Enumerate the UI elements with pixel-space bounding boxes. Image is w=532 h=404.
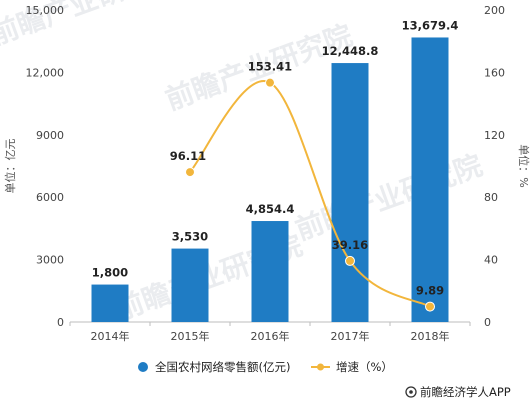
y-left-tick-label: 15,000 [26, 4, 65, 17]
legend-marker-sales [138, 362, 148, 372]
bar [331, 63, 369, 322]
source-credit: 前瞻经济学人APP [405, 385, 511, 399]
growth-point [425, 301, 435, 312]
bar-value-label: 1,800 [92, 266, 128, 280]
bar-value-label: 4,854.4 [246, 202, 295, 216]
data-labels: 1,800 3,530 4,854.4 12,448.8 13,679.4 96.11 15… [92, 18, 459, 297]
x-tick-label: 2015年 [171, 329, 210, 343]
y-right-tick-label: 200 [484, 4, 505, 17]
bar-value-label: 3,530 [172, 230, 208, 244]
y-left-tick-label: 6000 [36, 191, 64, 204]
bars [91, 37, 449, 323]
y-right-tick-label: 0 [484, 316, 491, 329]
y-left-tick-label: 0 [57, 316, 64, 329]
growth-point [265, 77, 275, 88]
growth-value-label: 39.16 [332, 238, 368, 252]
source-text: 前瞻经济学人APP [420, 385, 511, 399]
growth-line [185, 77, 435, 312]
growth-value-label: 153.41 [248, 60, 292, 74]
x-tick-label: 2014年 [91, 329, 130, 343]
growth-point [185, 167, 195, 178]
y-left-tick-label: 9000 [36, 129, 64, 142]
x-tick-label: 2016年 [251, 329, 290, 343]
watermark-text: 前瞻产业研究院 [291, 149, 486, 247]
growth-value-label: 96.11 [170, 149, 206, 163]
legend-marker-growth [317, 363, 324, 371]
x-tick-label: 2017年 [331, 329, 370, 343]
y-right-tick-label: 40 [484, 254, 498, 267]
legend-label-growth: 增速（%） [336, 360, 393, 374]
growth-value-label: 9.89 [416, 284, 444, 298]
bar [91, 284, 129, 322]
x-tick-label: 2018年 [411, 329, 450, 343]
bar-value-label: 13,679.4 [402, 18, 459, 32]
legend: 全国农村网络零售额(亿元) 增速（%） [138, 360, 393, 374]
y-right-tick-label: 160 [484, 66, 505, 79]
y-left-tick-label: 3000 [36, 254, 64, 267]
source-logo-icon-dot [409, 390, 413, 394]
growth-line-path [189, 80, 431, 308]
y-right-tick-label: 80 [484, 191, 498, 204]
bar-value-label: 12,448.8 [322, 44, 379, 58]
y-right-axis-title: 单位：% [517, 144, 531, 187]
y-left-axis-title: 单位：亿元 [3, 139, 17, 194]
bar [251, 221, 289, 322]
y-right-tick-label: 120 [484, 129, 505, 142]
legend-label-sales: 全国农村网络零售额(亿元) [155, 360, 290, 374]
bar [411, 37, 449, 323]
y-left-tick-label: 12,000 [26, 66, 65, 79]
growth-point [345, 255, 355, 266]
bar [171, 248, 209, 322]
